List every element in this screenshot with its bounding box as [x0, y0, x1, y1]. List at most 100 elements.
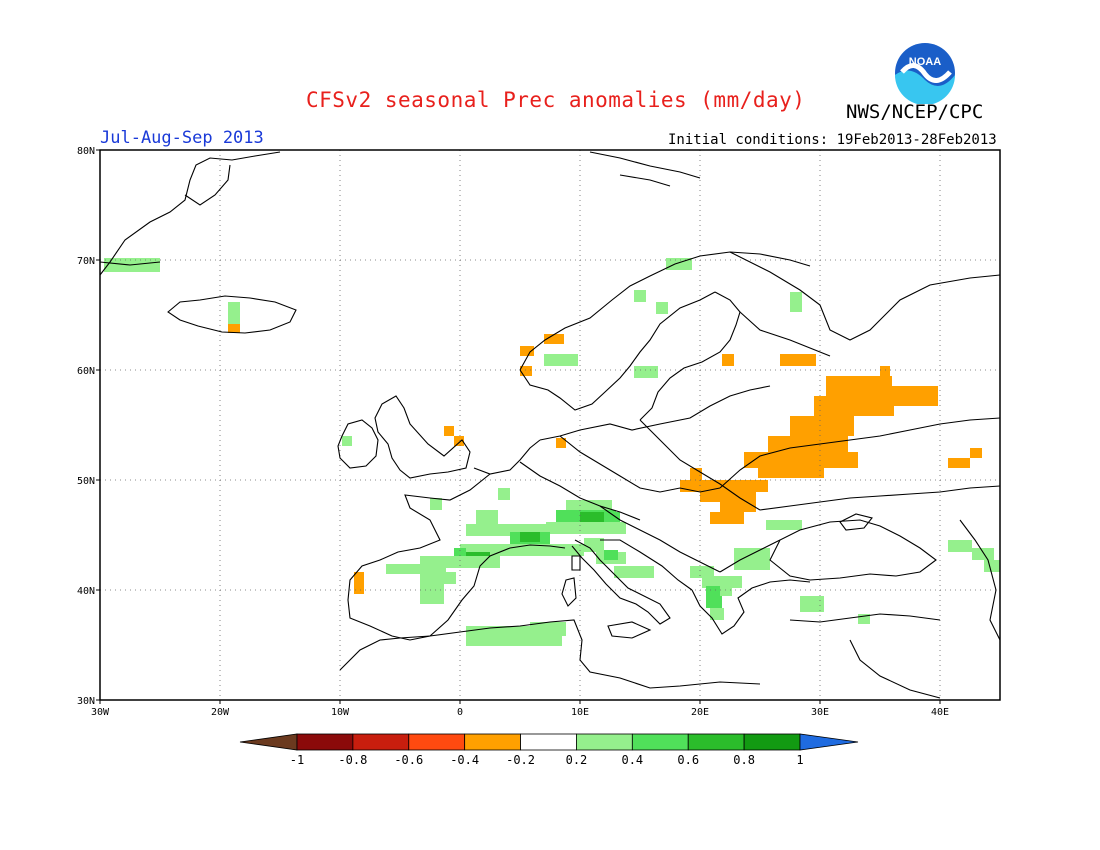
anomaly-cell: [710, 512, 744, 524]
anomaly-cell: [948, 458, 970, 468]
lon-label: 10W: [331, 707, 350, 718]
lon-label: 0: [457, 707, 463, 718]
colorbar-label: 0.6: [677, 753, 699, 767]
colorbar-label: 1: [796, 753, 803, 767]
anomaly-cell: [766, 520, 802, 530]
agency-label: NWS/NCEP/CPC: [846, 101, 984, 123]
anomaly-cell: [706, 586, 722, 608]
anomaly-cells: [104, 258, 1000, 646]
grid-lines: [100, 150, 1000, 700]
anomaly-cell: [800, 596, 824, 612]
lon-label: 40E: [931, 707, 949, 718]
anomaly-cell: [604, 512, 620, 522]
map-frame: [99, 149, 1001, 701]
anomaly-cell: [710, 608, 724, 620]
initial-conditions-label: Initial conditions: 19Feb2013-28Feb2013: [668, 132, 997, 148]
anomaly-cell: [342, 436, 352, 446]
colorbar: [239, 733, 859, 751]
lon-label: 30E: [811, 707, 829, 718]
anomaly-cell: [734, 548, 770, 570]
lon-label: 20W: [211, 707, 230, 718]
colorbar-segment: [408, 733, 466, 751]
lat-label: 40N: [77, 586, 95, 597]
anomaly-cell: [584, 538, 604, 552]
colorbar-segment: [743, 733, 801, 751]
anomaly-cell: [984, 560, 1000, 572]
anomaly-cell: [690, 566, 714, 578]
anomaly-cell: [948, 540, 972, 552]
anomaly-cell: [972, 548, 994, 560]
colorbar-segment: [296, 733, 354, 751]
colorbar-segment: [352, 733, 410, 751]
lon-label: 30W: [91, 707, 110, 718]
anomaly-cell: [604, 550, 618, 560]
anomaly-cell: [634, 290, 646, 302]
anomaly-cell: [580, 512, 604, 522]
colorbar-segment: [631, 733, 689, 751]
anomaly-cell: [520, 346, 534, 356]
lon-label: 20E: [691, 707, 709, 718]
anomaly-cell: [498, 488, 510, 500]
lat-label: 80N: [77, 146, 95, 157]
anomaly-cell: [614, 566, 654, 578]
coastlines: [99, 151, 1001, 699]
colorbar-label: -0.4: [450, 753, 479, 767]
chart-title: CFSv2 seasonal Prec anomalies (mm/day): [306, 88, 806, 112]
anomaly-cell: [228, 302, 240, 324]
anomaly-cell: [758, 466, 824, 478]
lat-label: 60N: [77, 366, 95, 377]
anomaly-cell: [228, 324, 240, 333]
anomaly-cell: [722, 354, 734, 366]
colorbar-segment: [687, 733, 745, 751]
anomaly-cell: [444, 426, 454, 436]
colorbar-low-arrow: [239, 733, 298, 751]
anomaly-cell: [970, 448, 982, 458]
colorbar-label: 0.4: [621, 753, 643, 767]
anomaly-cell: [454, 436, 464, 446]
noaa-logo: NOAA: [895, 43, 955, 104]
colorbar-label: -0.2: [506, 753, 535, 767]
anomaly-cell: [520, 532, 540, 542]
anomaly-cell: [858, 614, 870, 624]
anomaly-cell: [430, 498, 442, 510]
anomaly-cell: [702, 576, 742, 588]
anomaly-cell: [546, 522, 626, 534]
anomaly-cell: [880, 366, 890, 376]
anomaly-cell: [814, 396, 894, 416]
colorbar-label: -1: [290, 753, 304, 767]
colorbar-label: -0.6: [394, 753, 423, 767]
anomaly-cell: [420, 584, 444, 604]
anomaly-cell: [386, 564, 446, 574]
latitude-labels: 80N 70N 60N 50N 40N 30N: [77, 146, 100, 707]
anomaly-cell: [460, 544, 584, 556]
anomaly-cell: [656, 302, 668, 314]
colorbar-segment: [464, 733, 521, 751]
anomaly-cell: [790, 416, 854, 436]
colorbar-label: 0.8: [733, 753, 755, 767]
lat-label: 50N: [77, 476, 95, 487]
anomaly-cell: [556, 438, 566, 448]
anomaly-cell: [744, 452, 858, 468]
anomaly-cell: [826, 376, 892, 396]
colorbar-high-arrow: [799, 733, 859, 751]
logo-text: NOAA: [909, 56, 941, 68]
anomaly-cell: [476, 510, 498, 524]
anomaly-cell: [892, 386, 938, 406]
anomaly-cell: [700, 492, 756, 502]
lon-label: 10E: [571, 707, 589, 718]
anomaly-cell: [544, 354, 578, 366]
season-label: Jul-Aug-Sep 2013: [100, 128, 264, 148]
anomaly-cell: [634, 366, 658, 378]
colorbar-label: -0.8: [338, 753, 367, 767]
anomaly-cell: [790, 292, 802, 312]
anomaly-cell: [720, 502, 756, 512]
colorbar-segment: [520, 733, 577, 751]
anomaly-cell: [420, 572, 456, 584]
anomaly-cell: [530, 622, 566, 636]
colorbar-label: 0.2: [566, 753, 588, 767]
anomaly-cell: [544, 334, 564, 344]
longitude-labels: 30W 20W 10W 0 10E 20E 30E 40E: [91, 700, 949, 718]
anomaly-cell: [680, 480, 768, 492]
anomaly-cell: [354, 572, 364, 594]
